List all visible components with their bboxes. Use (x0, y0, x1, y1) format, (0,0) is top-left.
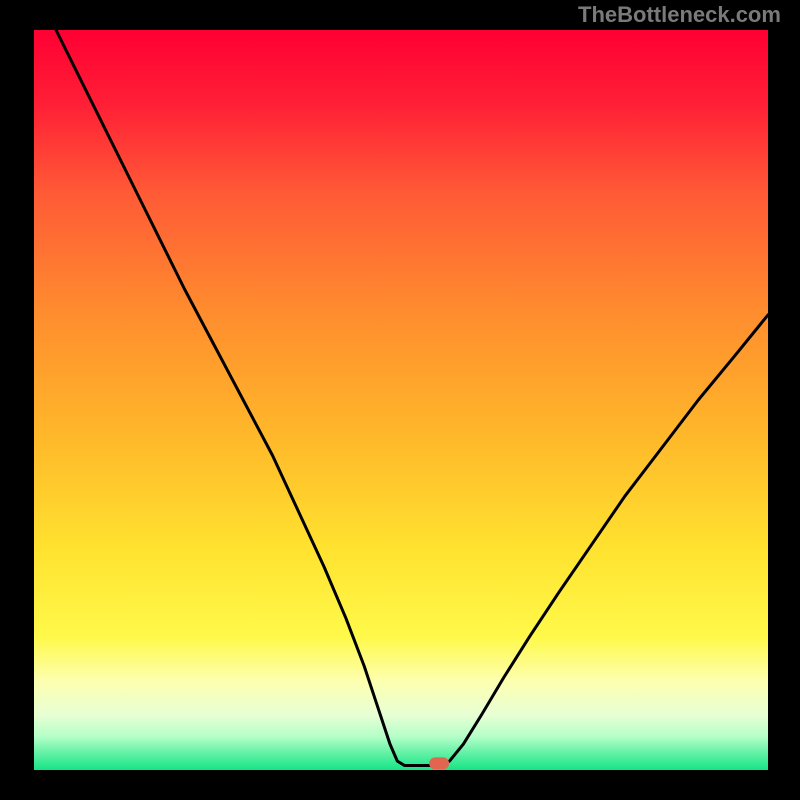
optimal-point-marker (429, 757, 449, 769)
gradient-background (34, 30, 768, 770)
attribution-text: TheBottleneck.com (578, 2, 781, 28)
bottleneck-chart (34, 30, 768, 770)
